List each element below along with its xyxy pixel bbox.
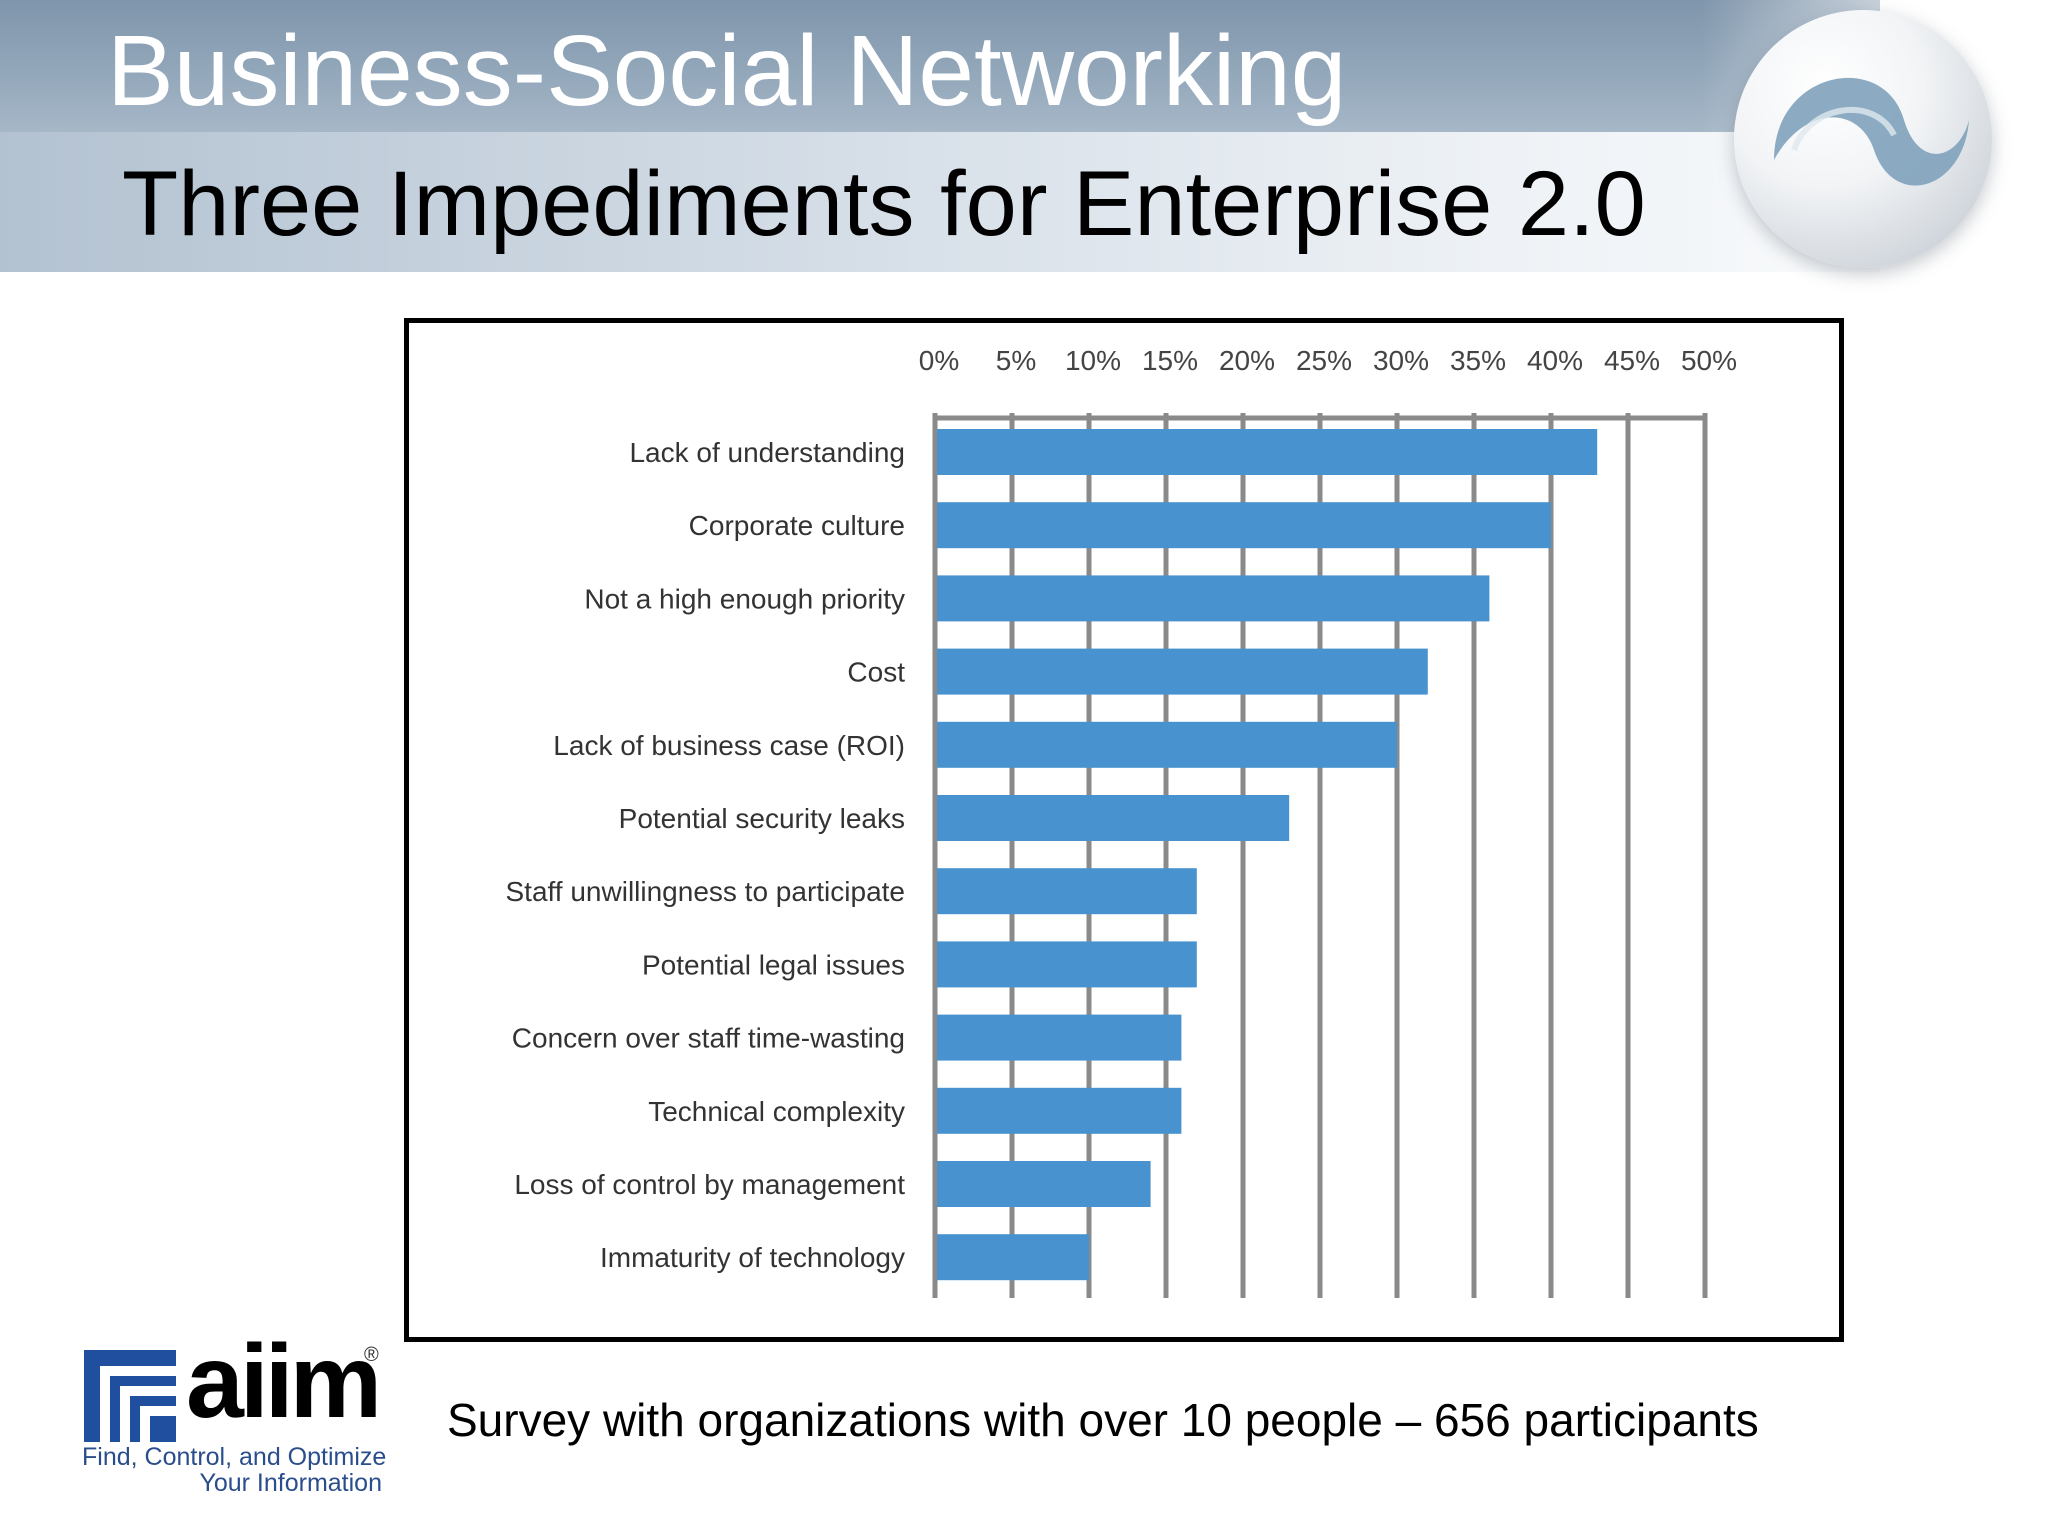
- category-label: Immaturity of technology: [600, 1242, 905, 1273]
- category-label: Corporate culture: [689, 510, 905, 541]
- category-label: Not a high enough priority: [584, 583, 905, 614]
- x-tick-label: 40%: [1527, 345, 1583, 376]
- bar: [937, 429, 1598, 475]
- x-tick-label: 45%: [1604, 345, 1660, 376]
- aiim-mark-icon: [84, 1350, 176, 1442]
- category-label: Technical complexity: [648, 1096, 905, 1127]
- bar: [937, 941, 1197, 988]
- bar: [937, 1234, 1089, 1281]
- bar: [937, 575, 1490, 622]
- category-label: Concern over staff time-wasting: [512, 1023, 905, 1054]
- category-label: Lack of understanding: [629, 437, 905, 468]
- x-tick-label: 5%: [996, 345, 1036, 376]
- bar: [937, 648, 1428, 695]
- bar: [937, 868, 1197, 915]
- registered-mark: ®: [364, 1344, 379, 1366]
- category-label: Loss of control by management: [514, 1169, 905, 1200]
- bar: [937, 795, 1290, 841]
- bar-chart: 0% 5% 10% 15% 20% 25% 30% 35% 40% 45% 50% Lack of u…: [506, 345, 1737, 1298]
- category-label: Staff unwillingness to participate: [506, 876, 906, 907]
- x-tick-label: 30%: [1373, 345, 1429, 376]
- slide-title: Business-Social Networking: [107, 15, 1347, 127]
- x-tick-label: 50%: [1681, 345, 1737, 376]
- category-label: Cost: [847, 657, 905, 688]
- bar: [937, 1161, 1151, 1207]
- x-tick-label: 10%: [1065, 345, 1121, 376]
- x-tick-label: 35%: [1450, 345, 1506, 376]
- header-banner-bottom: [0, 132, 1880, 272]
- x-tick-label: 0%: [919, 345, 959, 376]
- category-label: Lack of business case (ROI): [553, 730, 905, 761]
- chart-frame: 0% 5% 10% 15% 20% 25% 30% 35% 40% 45% 50% Lack of u…: [404, 318, 1844, 1342]
- bar: [937, 1014, 1182, 1061]
- category-label: Potential security leaks: [619, 803, 905, 834]
- bar: [937, 502, 1551, 549]
- bar: [937, 721, 1397, 768]
- header-banner-top: [0, 0, 1880, 132]
- swirl-logo-icon: [1734, 10, 1992, 268]
- aiim-tagline: Find, Control, and Optimize Your Informa…: [82, 1443, 387, 1498]
- tagline-line-2: Your Information: [199, 1469, 382, 1498]
- aiim-logo: aiim ® Find, Control, and Optimize Your …: [82, 1330, 387, 1504]
- category-label: Potential legal issues: [642, 949, 905, 980]
- survey-footnote: Survey with organizations with over 10 p…: [447, 1394, 1759, 1446]
- bar: [937, 1087, 1182, 1134]
- slide-subtitle: Three Impediments for Enterprise 2.0: [122, 153, 1646, 255]
- tagline-line-1: Find, Control, and Optimize: [82, 1443, 387, 1471]
- x-tick-label: 15%: [1142, 345, 1198, 376]
- aiim-wordmark: aiim: [186, 1324, 382, 1440]
- x-tick-label: 25%: [1296, 345, 1352, 376]
- x-tick-label: 20%: [1219, 345, 1275, 376]
